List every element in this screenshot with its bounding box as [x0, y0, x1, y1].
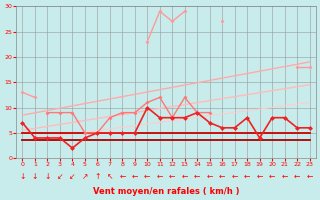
Text: ←: ←: [119, 172, 125, 181]
X-axis label: Vent moyen/en rafales ( km/h ): Vent moyen/en rafales ( km/h ): [93, 187, 239, 196]
Text: ←: ←: [169, 172, 175, 181]
Text: ←: ←: [194, 172, 200, 181]
Text: ←: ←: [181, 172, 188, 181]
Text: ←: ←: [244, 172, 250, 181]
Text: ↓: ↓: [44, 172, 51, 181]
Text: ←: ←: [307, 172, 313, 181]
Text: ↖: ↖: [107, 172, 113, 181]
Text: ←: ←: [206, 172, 213, 181]
Text: ←: ←: [231, 172, 238, 181]
Text: ↙: ↙: [57, 172, 63, 181]
Text: ←: ←: [132, 172, 138, 181]
Text: ←: ←: [294, 172, 300, 181]
Text: ←: ←: [269, 172, 275, 181]
Text: ←: ←: [144, 172, 150, 181]
Text: ←: ←: [281, 172, 288, 181]
Text: ↓: ↓: [19, 172, 26, 181]
Text: ←: ←: [256, 172, 263, 181]
Text: ↗: ↗: [82, 172, 88, 181]
Text: ←: ←: [156, 172, 163, 181]
Text: ↓: ↓: [32, 172, 38, 181]
Text: ↑: ↑: [94, 172, 100, 181]
Text: ←: ←: [219, 172, 225, 181]
Text: ↙: ↙: [69, 172, 76, 181]
